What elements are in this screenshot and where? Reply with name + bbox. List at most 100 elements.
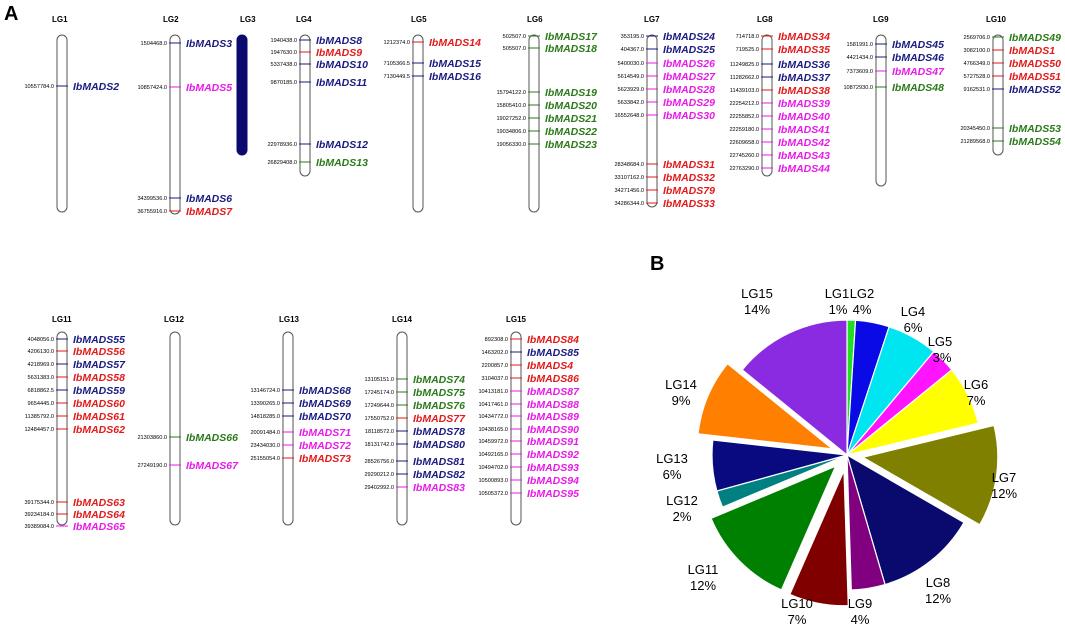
chromosome-bar	[396, 331, 408, 526]
pie-label-lg9: LG9	[848, 596, 873, 611]
gene-name-label: IbMADS38	[778, 85, 830, 97]
gene-name-label: IbMADS60	[73, 398, 125, 410]
pie-slice-lg15	[741, 319, 848, 457]
gene-position-label: 11385792.0	[25, 414, 54, 420]
gene-position-label: 5727528.0	[964, 74, 990, 80]
gene-name-label: IbMADS82	[413, 469, 465, 481]
gene-name-label: IbMADS5	[186, 82, 232, 94]
pie-percent-lg11: 12%	[690, 578, 716, 593]
gene-name-label: IbMADS18	[545, 43, 597, 55]
chromosome-title: LG4	[296, 15, 312, 24]
gene-position-label: 714718.0	[736, 34, 759, 40]
pie-slice-lg11	[710, 465, 837, 591]
gene-name-label: IbMADS77	[413, 413, 466, 425]
gene-position-label: 1463202.0	[482, 350, 508, 356]
gene-name-label: IbMADS58	[73, 372, 125, 384]
gene-name-label: IbMADS69	[299, 398, 351, 410]
pie-percent-lg2: 4%	[853, 302, 872, 317]
chromosome-lg11: LG11 4048056.0 IbMADS55 4206130.0 IbMADS56 42…	[24, 315, 126, 533]
gene-name-label: IbMADS70	[299, 411, 351, 423]
gene-position-label: 5400030.0	[618, 61, 644, 67]
chromosome-title: LG2	[163, 15, 179, 24]
gene-name-label: IbMADS49	[1009, 32, 1061, 44]
chromosome-bar	[282, 331, 294, 526]
pie-label-lg10: LG10	[781, 596, 813, 611]
gene-position-label: 5633842.0	[618, 100, 644, 106]
pie-percent-lg6: 7%	[967, 393, 986, 408]
gene-position-label: 26829408.0	[267, 160, 297, 166]
gene-name-label: IbMADS88	[527, 399, 579, 411]
gene-name-label: IbMADS23	[545, 139, 597, 151]
pie-slice-lg8	[846, 453, 965, 586]
chromosome-title: LG6	[527, 15, 543, 24]
gene-name-label: IbMADS57	[73, 359, 126, 371]
gene-position-label: 11282662.0	[730, 75, 759, 81]
gene-position-label: 4218969.0	[28, 362, 54, 368]
gene-position-label: 10459972.0	[478, 439, 508, 445]
gene-name-label: IbMADS72	[299, 440, 351, 452]
chromosome-title: LG12	[164, 315, 185, 324]
gene-position-label: 719525.0	[736, 47, 759, 53]
chromosome-title: LG1	[52, 15, 68, 24]
chromosome-bar	[992, 34, 1004, 156]
chromosome-title: LG11	[52, 315, 72, 324]
gene-name-label: IbMADS7	[186, 206, 233, 218]
chromosome-lg7: LG7 353195.0 IbMADS24 404367.0 IbMADS25 54000…	[614, 15, 716, 210]
gene-position-label: 27249190.0	[137, 463, 167, 469]
gene-position-label: 17249644.0	[364, 403, 394, 409]
gene-name-label: IbMADS1	[1009, 45, 1055, 57]
gene-name-label: IbMADS42	[778, 137, 830, 149]
gene-name-label: IbMADS17	[545, 31, 598, 43]
gene-position-label: 9654445.0	[28, 401, 54, 407]
gene-name-label: IbMADS50	[1009, 58, 1061, 70]
gene-name-label: IbMADS85	[527, 347, 579, 359]
gene-position-label: 7105366.5	[384, 61, 410, 67]
gene-name-label: IbMADS33	[663, 198, 715, 210]
gene-position-label: 18131742.0	[364, 442, 394, 448]
chromosome-bar	[236, 34, 248, 156]
gene-name-label: IbMADS43	[778, 150, 830, 162]
gene-name-label: IbMADS71	[299, 427, 351, 439]
gene-name-label: IbMADS65	[73, 521, 125, 533]
gene-name-label: IbMADS66	[186, 432, 238, 444]
gene-name-label: IbMADS13	[316, 157, 368, 169]
gene-position-label: 404367.0	[621, 47, 644, 53]
gene-position-label: 28348684.0	[614, 162, 644, 168]
gene-position-label: 5614549.0	[618, 74, 644, 80]
gene-name-label: IbMADS9	[316, 47, 362, 59]
chromosome-title: LG9	[873, 15, 889, 24]
gene-position-label: 39175344.0	[24, 500, 54, 506]
gene-position-label: 1212374.0	[384, 40, 410, 46]
gene-position-label: 22763290.0	[729, 166, 759, 172]
gene-position-label: 34286344.0	[614, 201, 644, 207]
chromosome-bar	[646, 34, 658, 208]
pie-percent-lg4: 6%	[904, 320, 923, 335]
gene-name-label: IbMADS22	[545, 126, 597, 138]
pie-percent-lg5: 3%	[933, 350, 952, 365]
gene-name-label: IbMADS8	[316, 35, 362, 47]
gene-name-label: IbMADS3	[186, 38, 232, 50]
gene-name-label: IbMADS24	[663, 31, 715, 43]
pie-slice-lg7	[861, 424, 999, 526]
gene-name-label: IbMADS16	[429, 71, 481, 83]
pie-percent-lg7: 12%	[991, 486, 1017, 501]
pie-percent-lg14: 9%	[672, 393, 691, 408]
gene-name-label: IbMADS14	[429, 37, 481, 49]
pie-percent-lg9: 4%	[851, 612, 870, 627]
gene-position-label: 505507.0	[503, 46, 526, 52]
gene-position-label: 17245174.0	[364, 390, 394, 396]
gene-position-label: 10505372.0	[478, 491, 508, 497]
gene-position-label: 22609658.0	[729, 140, 759, 146]
gene-name-label: IbMADS91	[527, 436, 579, 448]
pie-percent-lg10: 7%	[788, 612, 807, 627]
gene-name-label: IbMADS11	[316, 77, 367, 89]
gene-name-label: IbMADS36	[778, 59, 830, 71]
gene-name-label: IbMADS27	[663, 71, 716, 83]
chromosome-title: LG3	[240, 15, 256, 24]
gene-name-label: IbMADS31	[663, 159, 715, 171]
gene-name-label: IbMADS87	[527, 386, 580, 398]
gene-position-label: 1947630.0	[271, 50, 297, 56]
gene-position-label: 19034806.0	[496, 129, 526, 135]
gene-name-label: IbMADS61	[73, 411, 125, 423]
